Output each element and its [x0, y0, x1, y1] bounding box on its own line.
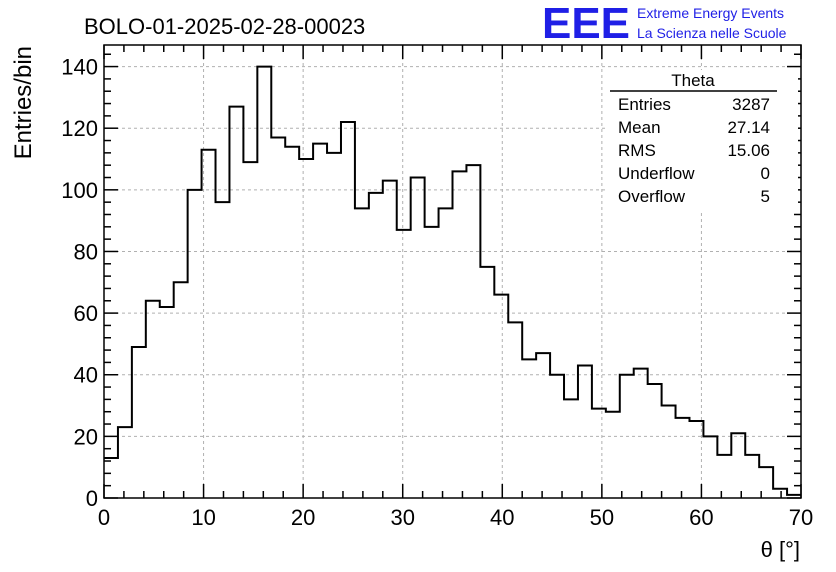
- histogram-bin: [104, 458, 118, 498]
- stats-rows: Entries 3287 Mean 27.14 RMS 15.06 Underflow 0 Ov…: [618, 95, 770, 206]
- histogram-bin: [717, 455, 731, 498]
- histogram-bin: [327, 153, 341, 498]
- histogram-bin: [355, 208, 369, 498]
- logo-line2: La Scienza nelle Scuole: [637, 25, 787, 41]
- y-axis-label: Entries/bin: [10, 46, 37, 159]
- stats-value-entries: 3287: [732, 95, 770, 114]
- histogram-bin: [243, 162, 257, 498]
- histogram-bin: [606, 412, 620, 498]
- y-tick-label: 120: [61, 116, 98, 141]
- stats-title: Theta: [671, 71, 715, 90]
- logo-mark: EEE: [542, 0, 630, 48]
- histogram-bin: [536, 353, 550, 498]
- y-tick-label: 140: [61, 55, 98, 80]
- histogram-bin: [285, 147, 299, 498]
- histogram-outline: [104, 65, 801, 496]
- plot-frame: [103, 44, 802, 499]
- histogram-bin: [480, 267, 494, 498]
- eee-logo: EEE Extreme Energy Events La Scienza nel…: [542, 0, 787, 48]
- histogram-bin: [522, 359, 536, 498]
- histogram-bin: [703, 436, 717, 498]
- histogram-bin: [397, 230, 411, 498]
- histogram-bin: [773, 489, 787, 498]
- stats-label-mean: Mean: [618, 118, 661, 137]
- histogram-bin: [216, 202, 230, 498]
- histogram-bin: [341, 122, 355, 498]
- x-tick-label: 50: [590, 505, 614, 530]
- y-tick-label: 20: [74, 424, 98, 449]
- y-tick-label: 80: [74, 239, 98, 264]
- histogram-series: [104, 65, 801, 498]
- histogram-bin: [620, 375, 634, 498]
- stats-value-rms: 15.06: [727, 141, 770, 160]
- histogram-bin: [745, 455, 759, 498]
- stats-label-underflow: Underflow: [618, 164, 695, 183]
- y-tick-label: 60: [74, 301, 98, 326]
- histogram-bin: [648, 384, 662, 498]
- histogram-bin: [271, 137, 285, 498]
- histogram-bin: [731, 433, 745, 498]
- stats-label-entries: Entries: [618, 95, 671, 114]
- histogram-bin: [257, 67, 271, 498]
- histogram-bin: [369, 193, 383, 498]
- stats-box-bg: [608, 70, 798, 210]
- stats-label-overflow: Overflow: [618, 187, 686, 206]
- histogram-bin: [118, 427, 132, 498]
- histogram-bin: [494, 295, 508, 498]
- y-tick-label: 40: [74, 363, 98, 388]
- histogram-bin: [578, 365, 592, 498]
- stats-value-overflow: 5: [761, 187, 770, 206]
- histogram-bin: [676, 418, 690, 498]
- histogram-bin: [188, 190, 202, 498]
- stats-value-underflow: 0: [761, 164, 770, 183]
- x-tick-label: 70: [789, 505, 813, 530]
- y-tick-label: 100: [61, 178, 98, 203]
- histogram-bin: [383, 181, 397, 498]
- x-tick-label: 20: [291, 505, 315, 530]
- x-tick-label: 60: [689, 505, 713, 530]
- x-tick-label: 30: [390, 505, 414, 530]
- stats-value-mean: 27.14: [727, 118, 770, 137]
- stats-box: Theta Entries 3287 Mean 27.14 RMS 15.06 Underf…: [608, 70, 798, 210]
- histogram-bin: [453, 171, 467, 498]
- stats-label-rms: RMS: [618, 141, 656, 160]
- histogram-bin: [662, 406, 676, 498]
- y-tick-label: 0: [86, 486, 98, 511]
- histogram-bin: [132, 347, 146, 498]
- histogram-bin: [174, 282, 188, 498]
- histogram-bin: [299, 159, 313, 498]
- histogram-bin: [229, 107, 243, 498]
- histogram-bin: [313, 144, 327, 498]
- histogram-bin: [439, 208, 453, 498]
- histogram-bin: [592, 409, 606, 498]
- histogram-bin: [146, 301, 160, 498]
- x-axis-label: θ [°]: [761, 537, 800, 562]
- histogram-bin: [202, 150, 216, 498]
- x-tick-label: 0: [98, 505, 110, 530]
- histogram-bin: [550, 375, 564, 498]
- histogram-bin: [160, 307, 174, 498]
- histogram-bin: [466, 165, 480, 498]
- histogram-bin: [508, 322, 522, 498]
- chart-title: BOLO-01-2025-02-28-00023: [84, 14, 365, 39]
- logo-line1: Extreme Energy Events: [637, 5, 784, 21]
- x-tick-label: 10: [191, 505, 215, 530]
- histogram-bin: [634, 369, 648, 498]
- x-tick-label: 40: [490, 505, 514, 530]
- histogram-bin: [425, 227, 439, 498]
- histogram-bin: [564, 399, 578, 498]
- histogram-bin: [411, 178, 425, 498]
